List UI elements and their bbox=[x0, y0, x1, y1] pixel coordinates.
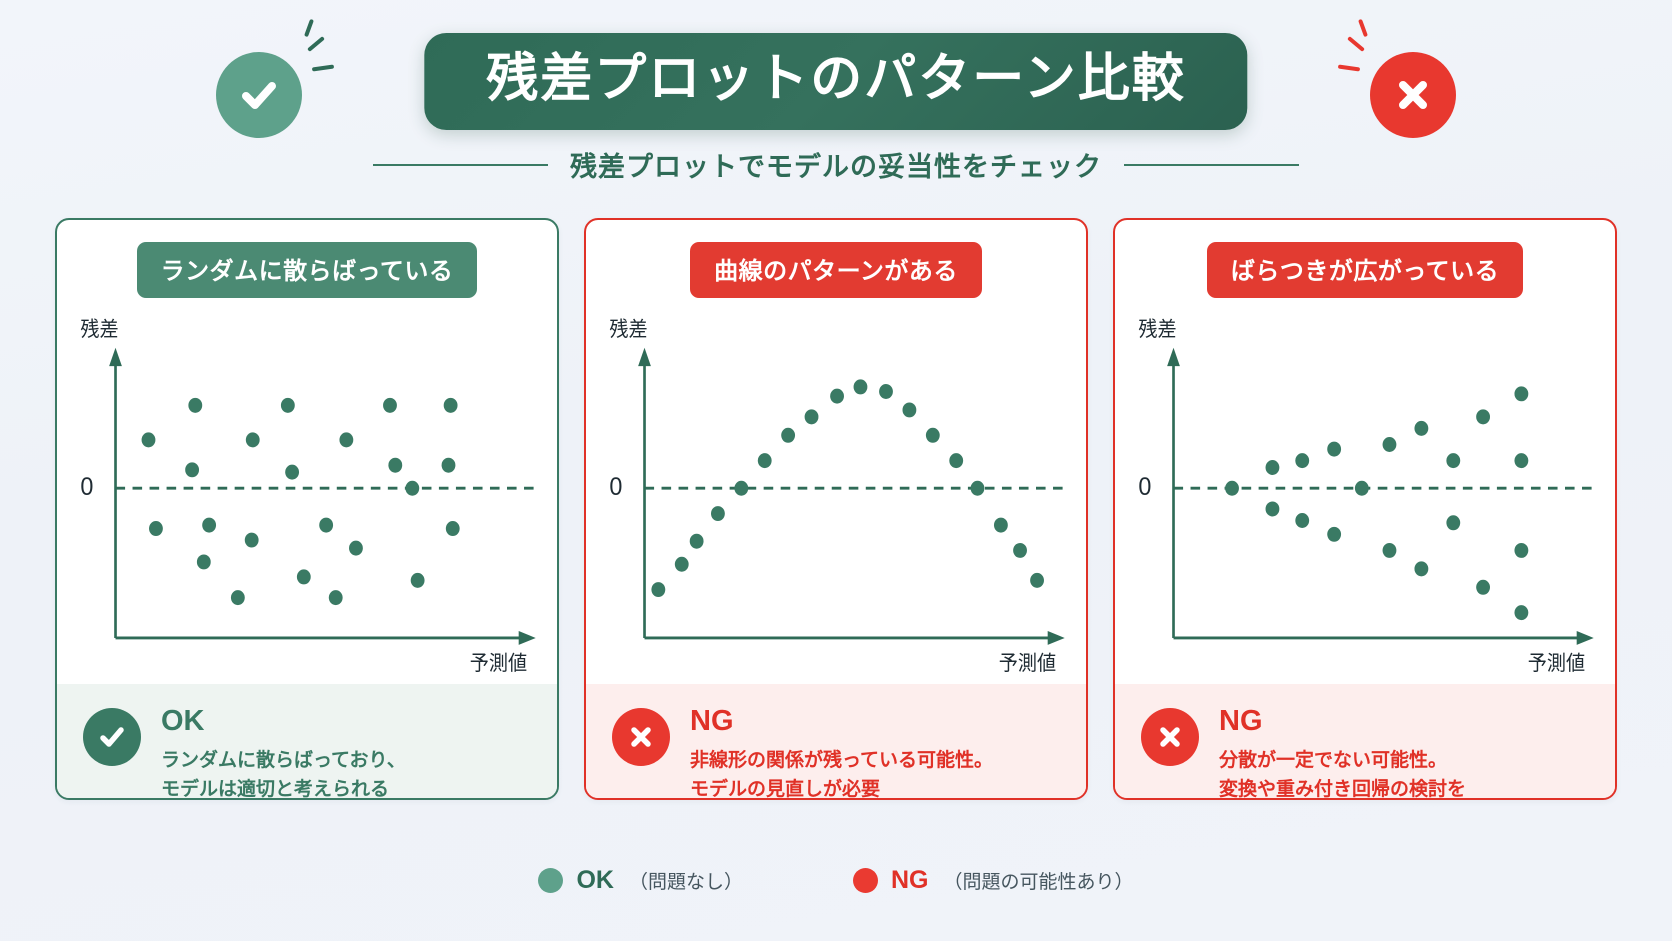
residual-plot-random: 残差 0 予測値 bbox=[57, 304, 557, 684]
scatter-points bbox=[1225, 386, 1529, 621]
check-icon bbox=[100, 727, 124, 747]
y-axis-arrow bbox=[638, 347, 651, 367]
zero-label: 0 bbox=[1138, 473, 1151, 501]
page-header: 残差プロットのパターン比較 残差プロットでモデルの妥当性をチェック bbox=[0, 0, 1672, 200]
y-axis-arrow bbox=[109, 347, 122, 367]
verdict-label: OK bbox=[161, 705, 205, 737]
cross-icon bbox=[631, 727, 651, 747]
card-increasing-spread: ばらつきが広がっている 残差 0 予測値 bbox=[1113, 218, 1617, 800]
x-axis-arrow bbox=[1047, 631, 1065, 645]
check-icon bbox=[242, 82, 276, 109]
subtitle-rule-left bbox=[373, 163, 548, 166]
subtitle-rule-right bbox=[1124, 163, 1299, 166]
page-title-pill: 残差プロットのパターン比較 bbox=[424, 33, 1248, 131]
legend-dot-ng bbox=[853, 868, 878, 893]
verdict-desc-line-2: モデルは適切と考えられる bbox=[161, 779, 390, 800]
header-ng-badge bbox=[1370, 52, 1456, 138]
card-badge: ランダムに散らばっている bbox=[136, 242, 478, 298]
residual-plot-fan: 残差 0 予測値 bbox=[1115, 304, 1615, 684]
card-random-scatter: ランダムに散らばっている 残差 0 予測値 bbox=[55, 218, 559, 800]
verdict-label: NG bbox=[1219, 705, 1263, 737]
footer-text: NG 分散が一定でない可能性。 変換や重み付き回帰の検討を bbox=[1219, 705, 1589, 800]
spark-line bbox=[311, 64, 335, 72]
footer-ok-icon bbox=[83, 708, 141, 766]
footer-text: OK ランダムに散らばっており、 モデルは適切と考えられる bbox=[161, 705, 531, 800]
y-axis-label: 残差 bbox=[609, 318, 647, 342]
y-axis-label: 残差 bbox=[1138, 318, 1176, 342]
legend: OK （問題なし） NG （問題の可能性あり） bbox=[0, 866, 1672, 895]
x-axis-arrow bbox=[518, 631, 536, 645]
card-badge-wrap: ばらつきが広がっている bbox=[1115, 220, 1615, 304]
spark-line bbox=[304, 18, 314, 38]
spark-line bbox=[1337, 64, 1361, 72]
legend-item-ng: NG （問題の可能性あり） bbox=[853, 866, 1134, 895]
card-curved-pattern: 曲線のパターンがある 残差 0 予測値 bbox=[584, 218, 1088, 800]
verdict-desc-line-1: ランダムに散らばっており、 bbox=[161, 749, 406, 771]
spark-line bbox=[307, 36, 325, 52]
legend-note-ng: （問題の可能性あり） bbox=[943, 872, 1134, 893]
zero-label: 0 bbox=[609, 473, 622, 501]
plot-svg: 残差 0 予測値 bbox=[1138, 318, 1600, 675]
cross-icon bbox=[1399, 81, 1427, 109]
card-footer: NG 非線形の関係が残っている可能性。 モデルの見直しが必要 bbox=[586, 684, 1086, 798]
page-subtitle: 残差プロットでモデルの妥当性をチェック bbox=[570, 152, 1102, 182]
x-axis-arrow bbox=[1576, 631, 1594, 645]
legend-dot-ok bbox=[538, 868, 564, 893]
scatter-points bbox=[141, 397, 460, 606]
scatter-points bbox=[651, 379, 1044, 598]
plot-svg: 残差 0 予測値 bbox=[609, 318, 1071, 675]
zero-label: 0 bbox=[80, 473, 93, 501]
page-title: 残差プロットのパターン比較 bbox=[486, 50, 1186, 108]
x-axis-label: 予測値 bbox=[470, 651, 527, 675]
footer-ng-icon bbox=[612, 708, 670, 766]
legend-note-ok: （問題なし） bbox=[628, 872, 743, 893]
card-badge-wrap: ランダムに散らばっている bbox=[57, 220, 557, 304]
card-footer: OK ランダムに散らばっており、 モデルは適切と考えられる bbox=[57, 684, 557, 798]
y-axis-label: 残差 bbox=[80, 318, 118, 342]
card-badge-wrap: 曲線のパターンがある bbox=[586, 220, 1086, 304]
footer-ng-icon bbox=[1141, 708, 1199, 766]
cross-icon bbox=[1160, 727, 1180, 747]
verdict-desc-line-2: 変換や重み付き回帰の検討を bbox=[1219, 779, 1467, 800]
y-axis-arrow bbox=[1167, 347, 1180, 367]
card-badge: 曲線のパターンがある bbox=[690, 242, 982, 298]
legend-item-ok: OK （問題なし） bbox=[538, 866, 743, 895]
plot-svg: 残差 0 予測値 bbox=[80, 318, 542, 675]
legend-label-ng: NG bbox=[891, 866, 929, 894]
spark-line bbox=[1347, 36, 1365, 52]
x-axis-label: 予測値 bbox=[1528, 651, 1585, 675]
verdict-desc-line-2: モデルの見直しが必要 bbox=[690, 779, 881, 800]
verdict-label: NG bbox=[690, 705, 734, 737]
verdict-desc-line-1: 分散が一定でない可能性。 bbox=[1219, 749, 1448, 771]
card-badge: ばらつきが広がっている bbox=[1206, 242, 1524, 298]
subtitle-row: 残差プロットでモデルの妥当性をチェック bbox=[0, 145, 1672, 184]
residual-plot-curved: 残差 0 予測値 bbox=[586, 304, 1086, 684]
verdict-desc-line-1: 非線形の関係が残っている可能性。 bbox=[690, 749, 994, 771]
legend-label-ok: OK bbox=[576, 866, 614, 894]
card-footer: NG 分散が一定でない可能性。 変換や重み付き回帰の検討を bbox=[1115, 684, 1615, 798]
spark-line bbox=[1358, 18, 1368, 38]
header-ok-badge bbox=[216, 52, 302, 138]
x-axis-label: 予測値 bbox=[999, 651, 1056, 675]
comparison-cards: ランダムに散らばっている 残差 0 予測値 bbox=[55, 218, 1617, 800]
footer-text: NG 非線形の関係が残っている可能性。 モデルの見直しが必要 bbox=[690, 705, 1060, 800]
